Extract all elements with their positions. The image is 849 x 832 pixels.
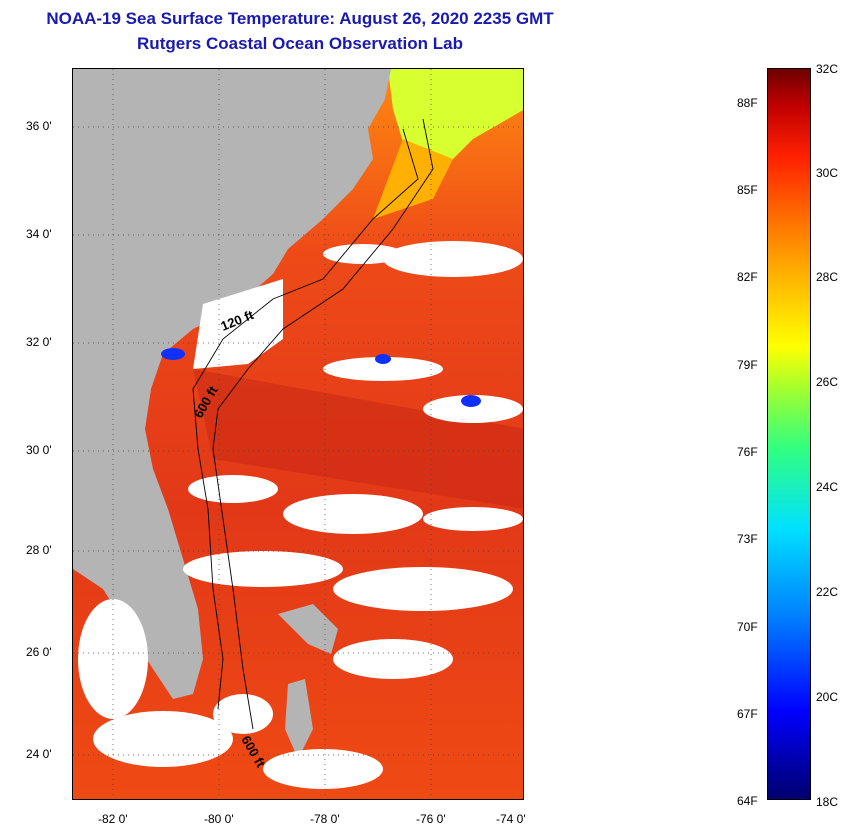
depth-contour xyxy=(192,118,434,730)
colorbar-label-c: 32C xyxy=(816,62,839,76)
temperature-colorbar xyxy=(767,68,811,800)
colorbar-label-f: 70F xyxy=(737,620,758,634)
island xyxy=(278,604,338,654)
colorbar-label-f: 67F xyxy=(737,707,758,721)
warm-coastal-water xyxy=(373,139,453,219)
colorbar-label-c: 24C xyxy=(816,480,839,494)
warm-band xyxy=(193,369,523,509)
sst-map: 120 ft 600 ft 600 ft xyxy=(72,68,524,800)
island xyxy=(285,679,313,759)
colorbar-label-c: 20C xyxy=(816,690,839,704)
lat-tick-label: 24 0' xyxy=(26,747,52,761)
colorbar-label-c: 22C xyxy=(816,585,839,599)
colorbar-label-c: 26C xyxy=(816,375,839,389)
colorbar-label-f: 73F xyxy=(737,532,758,546)
lat-tick-label: 28 0' xyxy=(26,543,52,557)
map-subtitle: Rutgers Coastal Ocean Observation Lab xyxy=(137,34,463,53)
colorbar-label-f: 64F xyxy=(737,794,758,808)
land xyxy=(73,69,391,699)
graticule xyxy=(73,69,523,799)
lat-tick-label: 32 0' xyxy=(26,335,52,349)
lat-tick-label: 34 0' xyxy=(26,227,52,241)
lat-tick-label: 26 0' xyxy=(26,645,52,659)
cold-patch xyxy=(161,348,481,407)
colorbar-label-f: 79F xyxy=(737,358,758,372)
colorbar-label-c: 28C xyxy=(816,270,839,284)
colorbar-label-f: 82F xyxy=(737,270,758,284)
lat-tick-label: 30 0' xyxy=(26,443,52,457)
lat-tick-label: 36 0' xyxy=(26,119,52,133)
colorbar-label-c: 30C xyxy=(816,166,839,180)
lon-tick-label: -74 0' xyxy=(496,812,526,826)
sst-map-canvas: 120 ft 600 ft 600 ft xyxy=(73,69,523,799)
lon-tick-label: -80 0' xyxy=(204,812,234,826)
lon-tick-label: -76 0' xyxy=(416,812,446,826)
colorbar-label-c: 18C xyxy=(816,795,839,809)
colorbar-label-f: 88F xyxy=(737,96,758,110)
map-title: NOAA-19 Sea Surface Temperature: August … xyxy=(46,9,554,28)
colorbar-label-f: 76F xyxy=(737,445,758,459)
lon-tick-label: -82 0' xyxy=(98,812,128,826)
lon-tick-label: -78 0' xyxy=(310,812,340,826)
cloud-mask xyxy=(78,241,523,789)
colorbar-label-f: 85F xyxy=(737,183,758,197)
